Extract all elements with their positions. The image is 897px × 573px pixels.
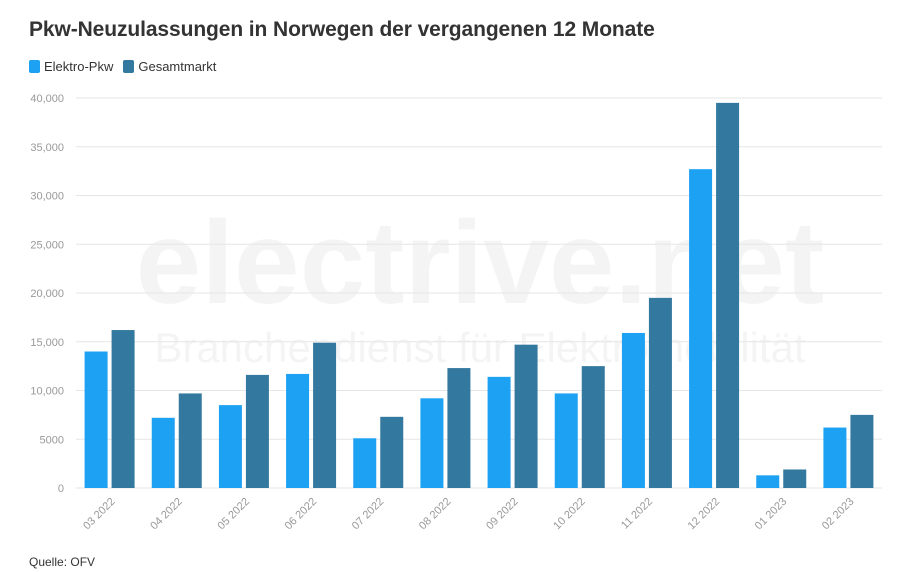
bar-elektro[interactable]	[151, 417, 175, 488]
y-tick-label: 35,000	[30, 142, 64, 154]
x-tick-label: 09 2022	[484, 496, 521, 533]
bar-gesamtmarkt[interactable]	[245, 374, 269, 488]
chart-title: Pkw-Neuzulassungen in Norwegen der verga…	[29, 18, 655, 41]
bar-elektro[interactable]	[621, 332, 645, 488]
bar-gesamtmarkt[interactable]	[380, 416, 404, 488]
legend-item-elektro[interactable]: Elektro-Pkw	[29, 59, 113, 74]
bar-elektro[interactable]	[554, 393, 578, 488]
y-tick-label: 15,000	[30, 337, 64, 349]
bar-gesamtmarkt[interactable]	[850, 414, 874, 488]
legend: Elektro-Pkw Gesamtmarkt	[29, 59, 226, 74]
bar-gesamtmarkt[interactable]	[178, 393, 202, 488]
bar-elektro[interactable]	[420, 398, 444, 488]
y-tick-label: 20,000	[30, 288, 64, 300]
x-tick-label: 04 2022	[148, 496, 185, 533]
bar-gesamtmarkt[interactable]	[111, 330, 135, 488]
legend-swatch-gesamtmarkt	[123, 60, 135, 73]
legend-label-gesamtmarkt: Gesamtmarkt	[138, 59, 217, 74]
bar-gesamtmarkt[interactable]	[313, 342, 337, 488]
x-tick-label: 12 2022	[686, 496, 723, 533]
x-tick-label: 03 2022	[81, 496, 118, 533]
y-tick-label: 0	[58, 483, 64, 495]
bar-gesamtmarkt[interactable]	[514, 344, 538, 488]
bar-elektro[interactable]	[487, 376, 511, 488]
y-tick-label: 30,000	[30, 191, 64, 203]
bar-elektro[interactable]	[218, 405, 242, 488]
legend-label-elektro: Elektro-Pkw	[44, 59, 114, 74]
x-tick-label: 10 2022	[551, 496, 588, 533]
bar-gesamtmarkt[interactable]	[581, 366, 605, 488]
y-tick-label: 25,000	[30, 239, 64, 251]
bar-elektro[interactable]	[353, 438, 377, 488]
bar-elektro[interactable]	[689, 169, 713, 489]
bar-gesamtmarkt[interactable]	[648, 297, 672, 488]
x-tick-label: 07 2022	[350, 496, 387, 533]
y-tick-label: 5000	[40, 434, 64, 446]
x-tick-label: 06 2022	[283, 496, 320, 533]
y-tick-label: 40,000	[30, 93, 64, 105]
x-tick-label: 08 2022	[417, 496, 454, 533]
x-tick-label: 05 2022	[215, 496, 252, 533]
x-tick-label: 11 2022	[619, 496, 655, 532]
legend-item-gesamtmarkt[interactable]: Gesamtmarkt	[123, 59, 216, 74]
x-tick-label: 02 2023	[820, 496, 857, 533]
bar-gesamtmarkt[interactable]	[716, 102, 740, 488]
x-tick-label: 01 2023	[753, 496, 790, 533]
bar-elektro[interactable]	[286, 373, 310, 488]
legend-swatch-elektro	[29, 60, 40, 73]
bar-gesamtmarkt[interactable]	[783, 469, 807, 488]
bar-elektro[interactable]	[823, 427, 847, 488]
bar-elektro[interactable]	[756, 475, 780, 488]
source-note: Quelle: OFV	[29, 555, 96, 569]
y-tick-label: 10,000	[30, 386, 64, 398]
bar-elektro[interactable]	[84, 351, 108, 489]
bar-gesamtmarkt[interactable]	[447, 368, 471, 488]
